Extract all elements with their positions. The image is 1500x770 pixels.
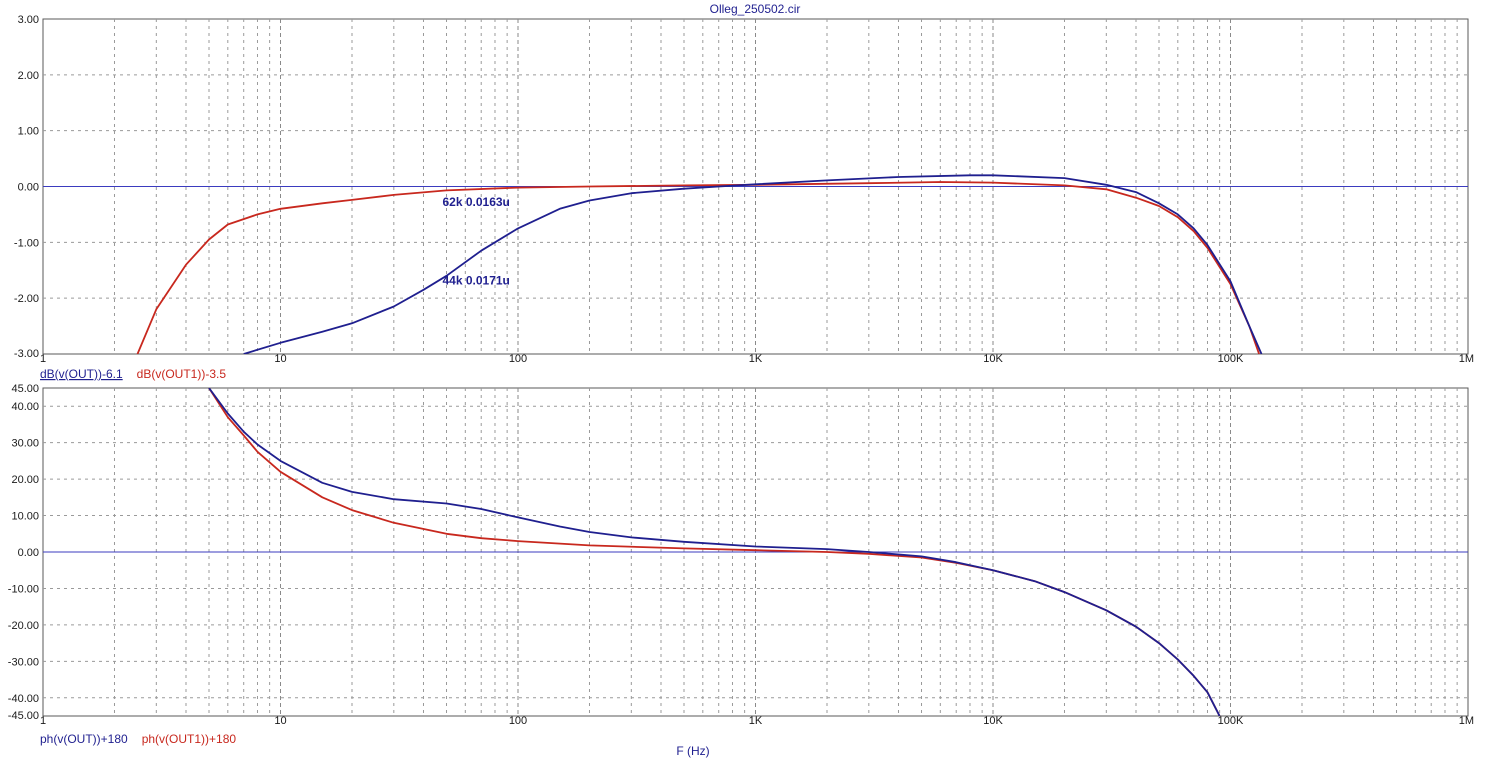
mag-y-tick-label: 2.00 bbox=[18, 70, 39, 82]
mag-y-tick-label: 0.00 bbox=[18, 182, 39, 194]
magnitude-panel: 3.00 2.00 1.00 0.00 -1.00 -2.00 -3.00 1 10 100 1K 1… bbox=[14, 14, 1474, 381]
mag-legend-out[interactable]: dB(v(OUT))-6.1 bbox=[40, 367, 123, 381]
phase-x-tick-label: 10 bbox=[274, 715, 286, 727]
phase-x-tick-label: 1K bbox=[749, 715, 763, 727]
x-axis-label: F (Hz) bbox=[676, 744, 709, 758]
phase-legend-out[interactable]: ph(v(OUT))+180 bbox=[40, 732, 128, 746]
phase-y-tick-label: 0.00 bbox=[18, 547, 39, 559]
mag-x-tick-label: 10 bbox=[274, 353, 286, 365]
mag-series-line-out1 bbox=[136, 181, 1260, 354]
phase-x-tick-label: 100 bbox=[509, 715, 527, 727]
mag-x-tick-label: 1K bbox=[749, 353, 763, 365]
phase-panel: 45.00 40.00 30.00 20.00 10.00 0.00 -10.00 -20.0… bbox=[8, 383, 1474, 746]
phase-x-tick-label: 1M bbox=[1459, 715, 1474, 727]
mag-annotation: 44k 0.0171u bbox=[443, 273, 510, 287]
mag-x-tick-label: 100 bbox=[509, 353, 527, 365]
phase-x-tick-label: 100K bbox=[1218, 715, 1244, 727]
phase-y-tick-label: 40.00 bbox=[11, 401, 39, 413]
mag-y-tick-label: -3.00 bbox=[14, 348, 39, 360]
mag-y-tick-label: -1.00 bbox=[14, 237, 39, 249]
mag-y-tick-label: -2.00 bbox=[14, 293, 39, 305]
mag-x-tick-label: 10K bbox=[983, 353, 1003, 365]
phase-y-tick-label: 10.00 bbox=[11, 511, 39, 523]
phase-x-tick-label: 1 bbox=[40, 715, 46, 727]
mag-x-tick-label: 1 bbox=[40, 353, 46, 365]
phase-y-tick-label: 45.00 bbox=[11, 383, 39, 395]
mag-x-tick-label: 100K bbox=[1218, 353, 1244, 365]
phase-x-tick-label: 10K bbox=[983, 715, 1003, 727]
mag-annotation: 62k 0.0163u bbox=[443, 195, 510, 209]
mag-y-tick-label: 1.00 bbox=[18, 126, 39, 138]
chart-title: Olleg_250502.cir bbox=[710, 2, 801, 16]
phase-y-tick-label: 20.00 bbox=[11, 474, 39, 486]
phase-y-tick-label: -10.00 bbox=[8, 583, 39, 595]
mag-x-tick-label: 1M bbox=[1459, 353, 1474, 365]
mag-legend-out1[interactable]: dB(v(OUT1))-3.5 bbox=[137, 367, 227, 381]
mag-series-line-out bbox=[243, 174, 1263, 354]
mag-y-tick-label: 3.00 bbox=[18, 14, 39, 26]
phase-series-line-out bbox=[208, 388, 1221, 716]
phase-legend-out1[interactable]: ph(v(OUT1))+180 bbox=[142, 732, 237, 746]
phase-y-tick-label: -20.00 bbox=[8, 620, 39, 632]
phase-y-tick-label: -30.00 bbox=[8, 656, 39, 668]
phase-y-tick-label: -45.00 bbox=[8, 710, 39, 722]
phase-y-tick-label: 30.00 bbox=[11, 438, 39, 450]
phase-y-tick-label: -40.00 bbox=[8, 693, 39, 705]
